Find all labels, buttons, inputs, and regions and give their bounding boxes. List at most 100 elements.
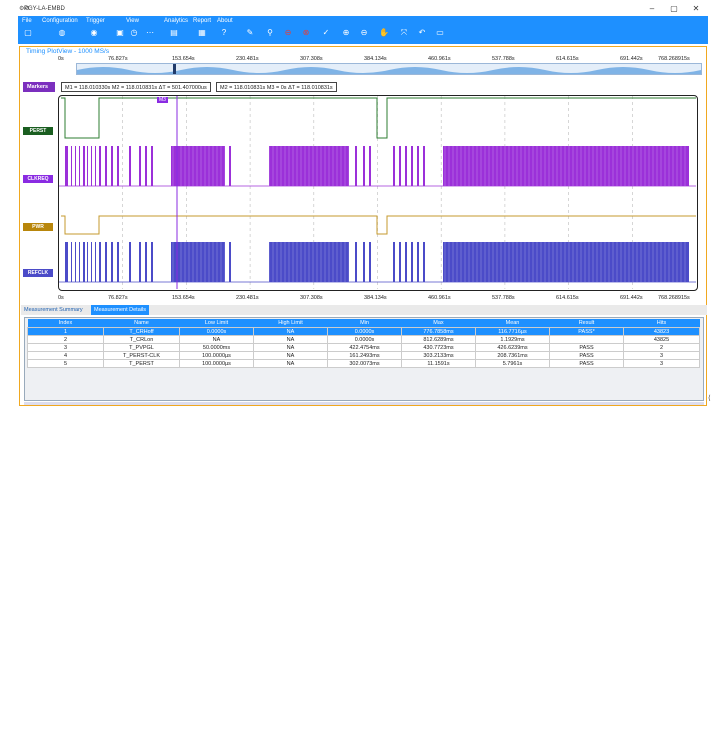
marker-measure-box-2[interactable]: M2 = 118.010831s M3 = 0s ΔT = 118.010831… (216, 82, 337, 92)
waveform-pulse-block (171, 146, 225, 186)
menu-trigger[interactable]: Trigger (86, 18, 105, 24)
waveform-pulse-block (229, 242, 231, 282)
new-icon[interactable]: ▢ (24, 28, 32, 37)
waveform-pulse-block (151, 146, 153, 186)
column-header[interactable]: Name (103, 319, 180, 328)
column-header[interactable]: Low Limit (179, 319, 254, 328)
stop-red-icon[interactable]: ⊖ (284, 28, 292, 37)
waveform-plot[interactable] (58, 95, 698, 291)
waveform-pulse-block (369, 242, 371, 282)
probe-icon[interactable]: ⚲ (267, 28, 273, 37)
waveform-pulse-block (411, 242, 413, 282)
waveform-refclk (59, 242, 696, 283)
waveform-pulse-block (99, 146, 101, 186)
zoom-out-icon[interactable]: ⊖ (360, 28, 368, 37)
table-cell: PASS (549, 351, 624, 360)
table-cell: 2 (27, 335, 104, 344)
table-row[interactable]: 3 T_PVPGL 50.0000ms NA 422.4754ms 430.7723ms 4… (27, 343, 700, 352)
column-header[interactable]: Min (327, 319, 402, 328)
maximize-button[interactable]: ▢ (670, 4, 678, 13)
time-tick-label: 768.268915s (658, 56, 690, 62)
waveform-pulse-block (139, 146, 141, 186)
minimize-button[interactable]: – (649, 4, 655, 13)
marker-measure-box-1[interactable]: M1 = 118.010330s M2 = 118.010831s ΔT = 5… (61, 82, 211, 92)
zoom-in-icon[interactable]: ⊕ (342, 28, 350, 37)
waveform-pulse-block (105, 146, 107, 186)
table-cell: 43825 (623, 335, 700, 344)
waveform-pulse-block (423, 242, 425, 282)
check-icon[interactable]: ✓ (322, 28, 330, 37)
waveform-pulse-block (91, 146, 92, 186)
table-row[interactable]: 2 T_CRLon NA NA 0.0000s 812.6289ms 1.1929ms 438… (27, 335, 700, 344)
waveform-pulse-block (95, 146, 96, 186)
table-cell: T_PERST (103, 359, 180, 368)
close-button[interactable]: ✕ (692, 4, 700, 13)
table-cell: 302.0073ms (327, 359, 402, 368)
table-header: Index Name Low Limit High Limit Min Max Mean Re… (27, 319, 700, 328)
signal-label-refclk[interactable]: REFCLK (23, 269, 53, 277)
measurement-tabs: Measurement Summary Measurement Details (21, 305, 707, 315)
time-tick-label: 460.961s (428, 295, 451, 301)
menu-about[interactable]: About (217, 18, 233, 24)
m3-marker-tag[interactable]: M3 (157, 97, 168, 103)
table-cell: PASS (549, 343, 624, 352)
table-cell: 0.0000s (327, 327, 402, 336)
waveform-pulse-block (393, 146, 395, 186)
fit-icon[interactable]: ⤧ (400, 28, 408, 37)
hand-icon[interactable]: ✋ (379, 28, 389, 37)
undo-icon[interactable]: ↶ (418, 28, 426, 37)
waveform-pulse-block (79, 242, 80, 282)
record-red-icon[interactable]: ⊗ (302, 28, 310, 37)
signal-label-perst[interactable]: PERST (23, 127, 53, 135)
column-header[interactable]: Hits (623, 319, 700, 328)
time-tick-label: 76.827s (108, 295, 128, 301)
signal-label-clkreq[interactable]: CLKREQ (23, 175, 53, 183)
waveform-pwr (61, 215, 696, 235)
app-window: ⚙⚙ PGY-LA-EMBD – ▢ ✕ File Configuration … (18, 2, 708, 406)
menu-analytics[interactable]: Analytics (164, 18, 189, 24)
dots-icon[interactable]: ⋯ (146, 28, 154, 37)
table-cell: T_PERST-CLK (103, 351, 180, 360)
column-header[interactable]: Max (401, 319, 476, 328)
waveform-pulse-block (65, 146, 68, 186)
time-tick-label: 384.134s (364, 56, 387, 62)
capture-icon[interactable]: ◉ (90, 28, 98, 37)
tab-measurement-details[interactable]: Measurement Details (91, 305, 149, 315)
save-report-icon[interactable]: ▦ (198, 28, 206, 37)
menu-configuration[interactable]: Configuration (42, 18, 78, 24)
table-row[interactable]: 4 T_PERST-CLK 100.0000µs NA 161.2493ms 303.21… (27, 351, 700, 360)
table-cell: 430.7723ms (401, 343, 476, 352)
menu-report[interactable]: Report (193, 18, 212, 24)
waveform-pulse-block (75, 242, 76, 282)
time-tick-label: 691.442s (620, 295, 643, 301)
column-header[interactable]: Result (549, 319, 624, 328)
signal-label-pwr[interactable]: PWR (23, 223, 53, 231)
table-cell: 422.4754ms (327, 343, 402, 352)
table-cell: NA (253, 359, 328, 368)
screenshot-icon[interactable]: ▭ (436, 28, 444, 37)
open-icon[interactable]: ◍ (58, 28, 66, 37)
table-cell: 2 (623, 343, 700, 352)
help-icon[interactable]: ? (221, 28, 227, 37)
chart-icon[interactable]: ▤ (170, 28, 178, 37)
column-header[interactable]: Index (27, 319, 104, 328)
time-tick-label: 691.442s (620, 56, 643, 62)
tab-measurement-summary[interactable]: Measurement Summary (24, 307, 83, 313)
waveform-pulse-block (405, 242, 407, 282)
scroll-caret-icon: ⟨ (708, 395, 711, 402)
waveform-pulse-block (79, 146, 80, 186)
waveform-pulse-block (145, 242, 147, 282)
overview-window-handle (173, 64, 176, 74)
pen-icon[interactable]: ✎ (246, 28, 254, 37)
column-header[interactable]: High Limit (253, 319, 328, 328)
menu-file[interactable]: File (22, 18, 32, 24)
menu-view[interactable]: View (126, 18, 139, 24)
stop-icon[interactable]: ▣ (116, 28, 124, 37)
time-tick-label: 537.788s (492, 295, 515, 301)
table-row[interactable]: 1 T_CRHoff 0.0000s NA 0.0000s 776.7858ms 116.7… (27, 327, 700, 336)
timer-icon[interactable]: ◷ (130, 28, 138, 37)
overview-scrollbar[interactable] (76, 63, 702, 75)
horizontal-scrollbar[interactable] (24, 402, 704, 405)
column-header[interactable]: Mean (475, 319, 550, 328)
table-row[interactable]: 5 T_PERST 100.0000µs NA 302.0073ms 11.1591s 5.… (27, 359, 700, 368)
